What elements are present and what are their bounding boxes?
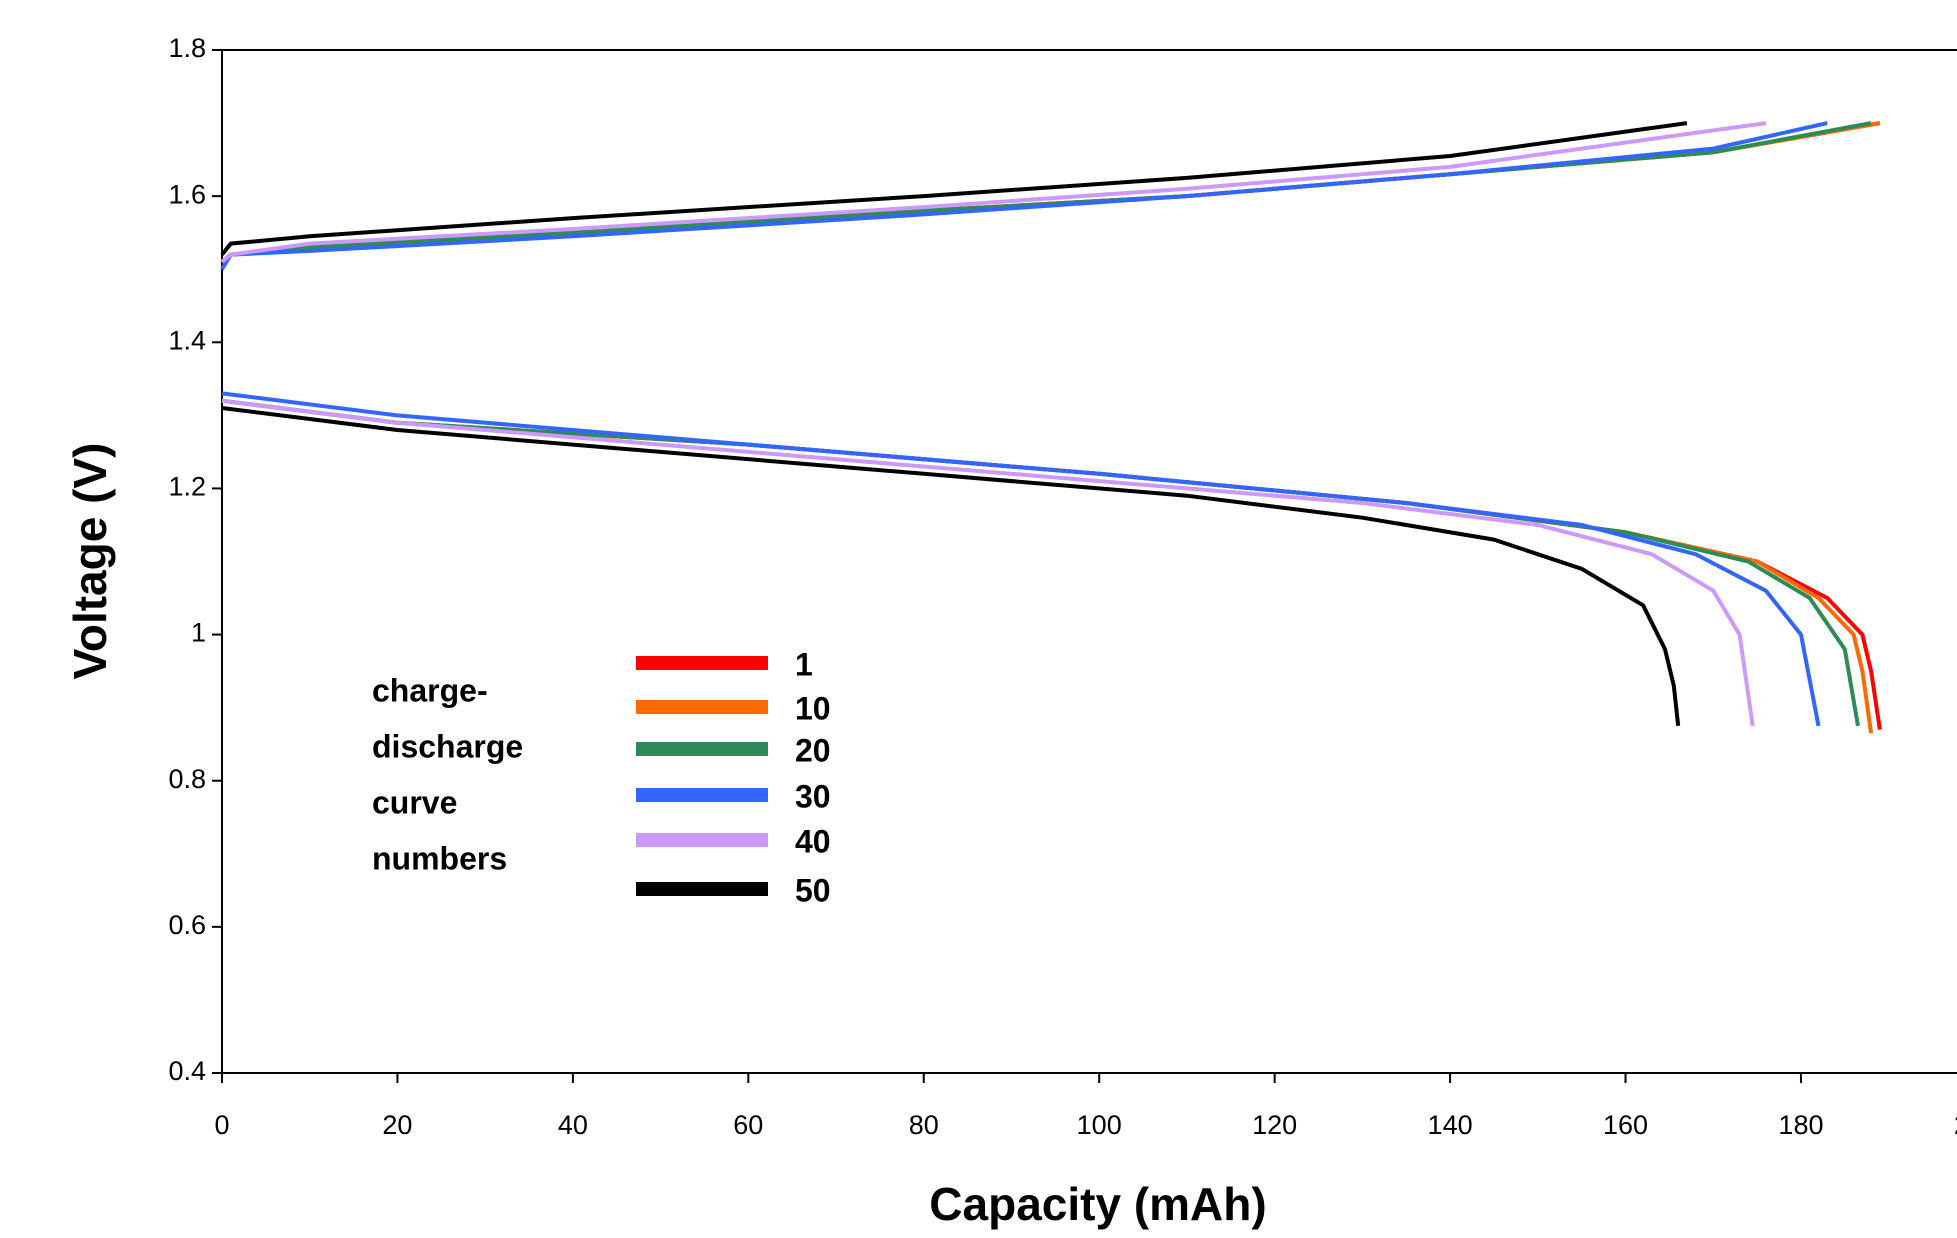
legend-label: 50: [795, 872, 831, 908]
series-line: [220, 121, 1688, 727]
x-tick-label: 40: [558, 1110, 588, 1140]
y-axis-title: Voltage (V): [64, 443, 116, 680]
x-tick-label: 120: [1252, 1110, 1297, 1140]
legend-title: numbers: [372, 840, 507, 876]
x-tick-label: 140: [1428, 1110, 1473, 1140]
x-tick-label: 100: [1077, 1110, 1122, 1140]
legend-label: 1: [795, 646, 813, 682]
x-tick-label: 60: [733, 1110, 763, 1140]
x-tick-label: 0: [214, 1110, 229, 1140]
y-tick-label: 1: [191, 618, 206, 648]
y-tick-label: 0.4: [168, 1056, 206, 1086]
x-tick-label: 200: [1954, 1110, 1957, 1140]
x-tick-label: 80: [909, 1110, 939, 1140]
legend-label: 30: [795, 778, 831, 814]
x-tick-label: 160: [1603, 1110, 1648, 1140]
x-tick-label: 180: [1778, 1110, 1823, 1140]
series-line: [220, 121, 1872, 727]
y-tick-label: 0.6: [168, 910, 206, 940]
legend-label: 40: [795, 823, 831, 859]
y-tick-label: 1.2: [168, 472, 206, 502]
legend-title: curve: [372, 784, 457, 820]
legend-label: 20: [795, 732, 831, 768]
x-axis-title: Capacity (mAh): [929, 1178, 1266, 1230]
y-tick-label: 1.4: [168, 325, 206, 355]
x-tick-label: 20: [382, 1110, 412, 1140]
series-line: [220, 121, 1828, 727]
y-tick-label: 0.8: [168, 764, 206, 794]
y-tick-label: 1.6: [168, 179, 206, 209]
legend-label: 10: [795, 690, 831, 726]
y-tick-label: 1.8: [168, 33, 206, 63]
legend-title: charge-: [372, 672, 488, 708]
legend-title: discharge: [372, 728, 523, 764]
series-line: [220, 121, 1767, 727]
